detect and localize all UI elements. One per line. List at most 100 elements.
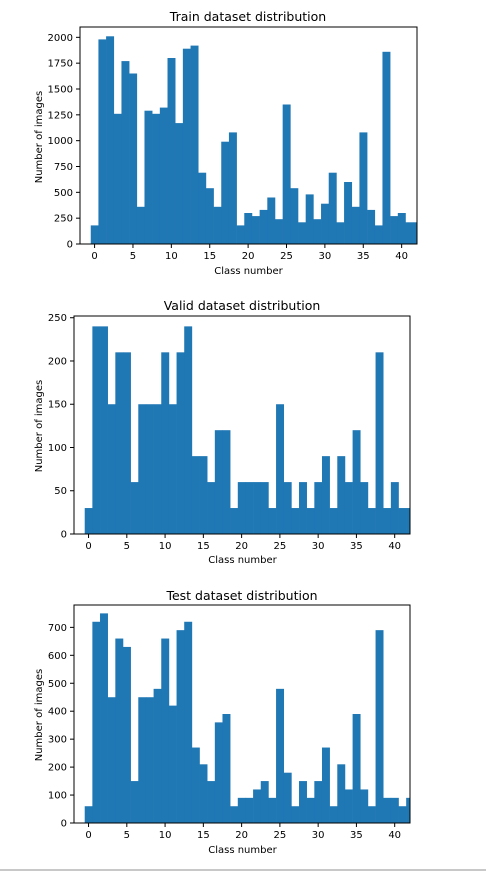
- bar: [359, 132, 368, 244]
- bar: [115, 638, 124, 823]
- bar: [267, 197, 276, 244]
- bar: [344, 482, 353, 534]
- bar: [245, 482, 254, 534]
- bar: [214, 722, 223, 823]
- bar: [100, 613, 108, 823]
- bar: [199, 764, 208, 823]
- bar: [214, 430, 223, 534]
- y-tick-label: 250: [48, 313, 67, 324]
- y-tick-label: 1000: [48, 136, 73, 147]
- chart-title: Train dataset distribution: [169, 9, 326, 24]
- x-tick-label: 20: [235, 830, 248, 841]
- bar: [344, 182, 353, 244]
- bar: [329, 806, 338, 823]
- bar: [337, 764, 346, 823]
- train-y-ticks: 0 250 500 750 1000 1250 1500 1750 2000: [48, 33, 80, 251]
- bar: [398, 806, 407, 823]
- y-tick-label: 300: [48, 735, 67, 746]
- test-bars: [84, 613, 411, 823]
- bar: [121, 61, 130, 244]
- bar: [145, 404, 154, 534]
- y-tick-label: 600: [48, 651, 67, 662]
- bar: [375, 630, 384, 823]
- bar: [383, 797, 392, 823]
- x-tick-label: 10: [165, 251, 178, 262]
- bar: [253, 789, 262, 823]
- train-axes-frame: [79, 26, 418, 245]
- bar: [321, 203, 330, 244]
- y-axis-label: Number of images: [34, 669, 45, 762]
- y-axis-label: Number of images: [34, 380, 45, 473]
- x-tick-label: 30: [312, 830, 325, 841]
- bar: [276, 688, 285, 823]
- bar: [314, 482, 323, 534]
- bar: [291, 806, 300, 823]
- y-tick-label: 500: [54, 188, 73, 199]
- bar: [213, 206, 222, 244]
- bar: [390, 797, 399, 823]
- bar: [260, 781, 269, 823]
- x-tick-label: 15: [203, 251, 216, 262]
- x-tick-label: 0: [85, 830, 91, 841]
- x-tick-label: 15: [197, 830, 210, 841]
- bar: [245, 797, 254, 823]
- y-tick-label: 0: [61, 530, 67, 541]
- bar: [184, 621, 193, 823]
- chart-title: Valid dataset distribution: [164, 298, 321, 313]
- bar: [299, 482, 307, 534]
- bar: [283, 772, 292, 823]
- bar: [199, 456, 208, 534]
- bar: [405, 222, 414, 244]
- x-tick-label: 5: [124, 830, 130, 841]
- bar: [321, 747, 330, 823]
- x-tick-label: 0: [91, 251, 97, 262]
- bar: [207, 482, 216, 534]
- y-tick-label: 250: [54, 214, 73, 225]
- bar: [367, 508, 376, 534]
- bar: [305, 194, 314, 244]
- bar: [306, 797, 315, 823]
- bar: [237, 482, 246, 534]
- bar: [122, 352, 131, 534]
- bar: [152, 113, 161, 244]
- bar: [176, 630, 185, 823]
- bar: [182, 48, 191, 245]
- valid-bars: [84, 326, 411, 534]
- x-tick-label: 15: [197, 541, 210, 552]
- bar: [406, 508, 411, 534]
- x-tick-label: 35: [350, 541, 363, 552]
- bar: [328, 172, 337, 244]
- bar: [190, 45, 199, 244]
- bar: [268, 797, 277, 823]
- test-x-ticks: 0 5 10 15 20 25 30 35 40: [85, 823, 401, 841]
- bar: [352, 714, 361, 823]
- bar: [130, 482, 139, 534]
- bar: [92, 326, 101, 534]
- train-chart: Train dataset distribution 0 5 10 15 20 25 30 3…: [34, 9, 418, 277]
- bar: [406, 797, 411, 823]
- bar: [244, 213, 253, 244]
- x-tick-label: 40: [388, 830, 401, 841]
- bar: [390, 216, 399, 244]
- bar: [306, 508, 315, 534]
- bar: [184, 326, 193, 534]
- bar: [138, 697, 147, 823]
- bar: [115, 352, 124, 534]
- valid-chart: Valid dataset distribution 0 5 10 15 20 25 30 3…: [34, 298, 411, 566]
- x-tick-label: 5: [130, 251, 136, 262]
- bar: [136, 206, 145, 244]
- bar: [191, 456, 200, 534]
- bar: [176, 352, 185, 534]
- bar: [129, 73, 138, 244]
- chart-title: Test dataset distribution: [165, 588, 317, 603]
- bar: [236, 225, 245, 244]
- bar: [360, 482, 369, 534]
- bar: [144, 110, 153, 244]
- y-tick-label: 200: [48, 356, 67, 367]
- test-y-ticks: 0 100 200 300 400 500 600 700: [48, 623, 74, 830]
- bar: [367, 209, 376, 244]
- bar: [352, 430, 361, 534]
- bottom-divider: [0, 869, 486, 871]
- bar: [413, 222, 418, 244]
- bar: [276, 404, 285, 534]
